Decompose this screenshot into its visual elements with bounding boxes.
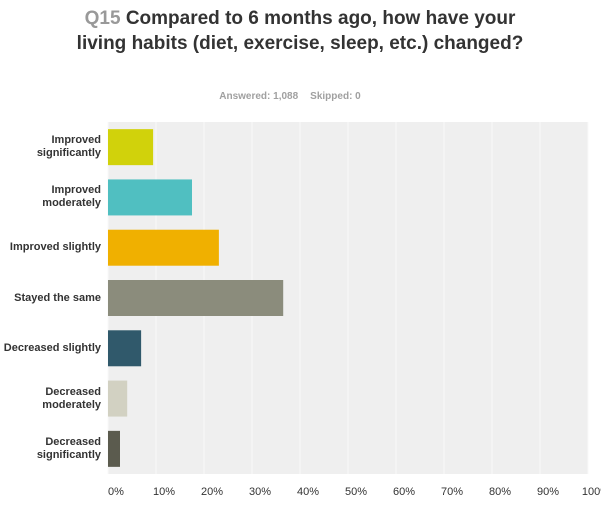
x-tick-label: 50% [345,486,367,498]
x-tick-label: 20% [201,486,223,498]
category-label: Improved slightly [9,241,101,254]
category-label: Decreased slightly [3,341,101,354]
bar [108,280,284,316]
skipped: Skipped: 0 [310,91,361,102]
bar [108,380,128,417]
question-number: Q15 [84,8,121,29]
category-label: Stayed the same [14,291,101,304]
bar [108,430,120,467]
title-text: Compared to 6 months ago, how have your … [76,8,524,54]
bar [108,330,142,367]
bar [108,179,192,216]
x-tick-label: 80% [489,486,511,498]
question-title: Q15 Compared to 6 months ago, how have y… [70,6,530,56]
x-tick-label: 60% [393,486,415,498]
x-tick-label: 0% [108,486,124,498]
category-label: Decreased significantly [36,435,101,461]
x-tick-label: 90% [537,486,559,498]
bar [108,129,154,166]
x-tick-label: 10% [153,486,175,498]
response-stats: Answered: 1,088 Skipped: 0 [0,91,580,102]
x-tick-label: 70% [441,486,463,498]
answered: Answered: 1,088 [219,91,299,102]
category-label: Decreased moderately [42,385,101,411]
category-label: Improved moderately [42,184,101,210]
x-tick-label: 40% [297,486,319,498]
x-tick-label: 100% [582,486,601,498]
bar [108,229,219,266]
category-label: Improved significantly [36,134,101,160]
x-tick-label: 30% [249,486,271,498]
